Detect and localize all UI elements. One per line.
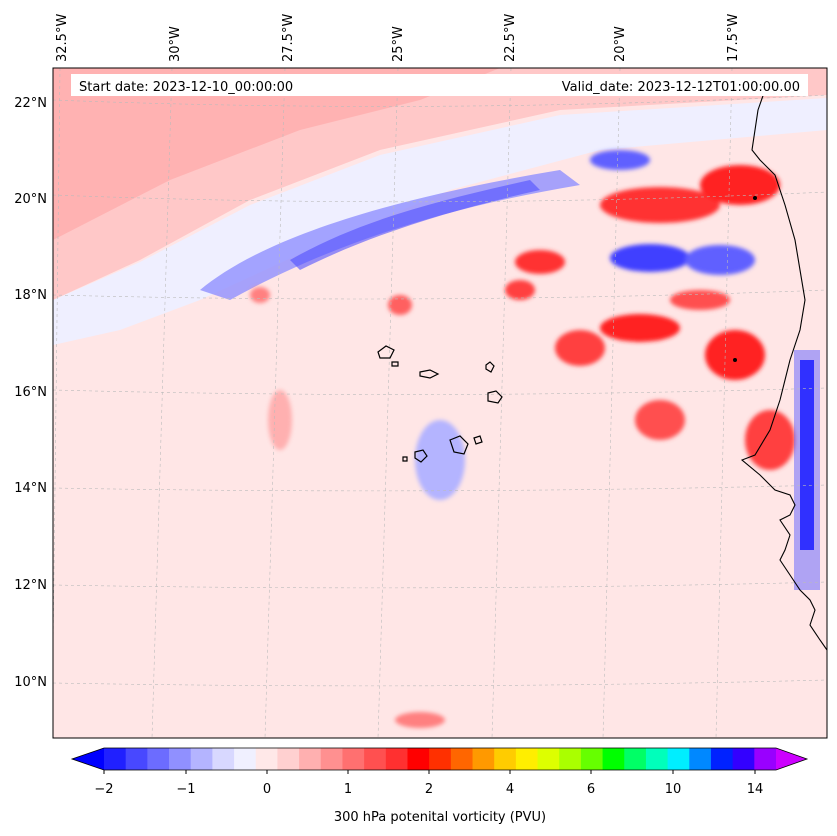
pv-field xyxy=(53,68,827,738)
colorbar-swatch xyxy=(732,748,755,770)
colorbar-swatch xyxy=(537,748,560,770)
colorbar-swatch xyxy=(407,748,430,770)
colorbar-tick-label: 2 xyxy=(425,782,433,797)
colorbar-tick-label: −1 xyxy=(176,782,195,797)
colorbar-swatch xyxy=(364,748,387,770)
colorbar-tick-label: 0 xyxy=(263,782,271,797)
lon-label: 30°W xyxy=(168,26,183,62)
colorbar-swatch xyxy=(472,748,495,770)
date-header-box xyxy=(71,74,808,96)
colorbar-swatch xyxy=(169,748,192,770)
colorbar-tick-label: 14 xyxy=(747,782,764,797)
colorbar-tick-label: 10 xyxy=(665,782,682,797)
colorbar-label: 300 hPa potenital vorticity (PVU) xyxy=(334,810,546,825)
colorbar-tick-label: 1 xyxy=(344,782,352,797)
colorbar-swatch xyxy=(602,748,625,770)
colorbar-swatch xyxy=(624,748,647,770)
lon-label: 22.5°W xyxy=(503,14,518,62)
colorbar-swatch xyxy=(559,748,582,770)
lon-label: 17.5°W xyxy=(726,14,741,62)
longitude-labels: 32.5°W 30°W 27.5°W 25°W 22.5°W 20°W 17.5°W xyxy=(55,14,741,62)
colorbar-swatch xyxy=(234,748,257,770)
colorbar-swatch xyxy=(515,748,539,770)
colorbar-swatch xyxy=(645,748,669,770)
colorbar-swatch xyxy=(147,748,170,770)
colorbar-swatch xyxy=(320,748,343,770)
colorbar-swatch xyxy=(667,748,690,770)
colorbar-swatch xyxy=(385,748,408,770)
colorbar-swatch xyxy=(689,748,712,770)
lon-label: 25°W xyxy=(391,26,406,62)
colorbar-tick-label: 4 xyxy=(506,782,514,797)
lon-label: 20°W xyxy=(613,26,628,62)
lat-label: 10°N xyxy=(14,675,47,690)
colorbar-swatch xyxy=(104,748,127,770)
valid-date-label: Valid_date: 2023-12-12T01:00:00.00 xyxy=(562,80,800,95)
lon-label: 32.5°W xyxy=(55,14,70,62)
colorbar-swatch xyxy=(450,748,474,770)
colorbar-swatch xyxy=(212,748,235,770)
colorbar xyxy=(70,747,809,771)
lon-label: 27.5°W xyxy=(281,14,296,62)
colorbar-swatch xyxy=(190,748,213,770)
latitude-labels: 22°N 20°N 18°N 16°N 14°N 12°N 10°N xyxy=(14,96,47,690)
colorbar-min-arrow xyxy=(72,748,104,770)
lat-label: 12°N xyxy=(14,578,47,593)
colorbar-swatch xyxy=(429,748,452,770)
africa-coastline xyxy=(740,89,827,651)
colorbar-swatch xyxy=(342,748,365,770)
colorbar-swatch xyxy=(299,748,322,770)
colorbar-ticks: −2 −1 0 1 2 4 6 10 14 xyxy=(94,770,763,797)
colorbar-swatch xyxy=(494,748,517,770)
colorbar-swatch xyxy=(754,748,777,770)
colorbar-swatch xyxy=(125,748,148,770)
lat-label: 16°N xyxy=(14,385,47,400)
lat-label: 20°N xyxy=(14,192,47,207)
start-date-label: Start date: 2023-12-10_00:00:00 xyxy=(79,80,293,95)
lat-label: 22°N xyxy=(14,96,47,111)
colorbar-swatch xyxy=(277,748,300,770)
colorbar-swatch xyxy=(710,748,734,770)
colorbar-tick-label: 6 xyxy=(587,782,595,797)
map-frame xyxy=(52,67,828,739)
lat-label: 18°N xyxy=(14,288,47,303)
colorbar-swatch xyxy=(580,748,604,770)
lat-label: 14°N xyxy=(14,481,47,496)
colorbar-max-arrow xyxy=(776,748,807,770)
colorbar-swatch xyxy=(255,748,278,770)
colorbar-tick-label: −2 xyxy=(94,782,113,797)
cape-verde-islands xyxy=(377,345,503,463)
